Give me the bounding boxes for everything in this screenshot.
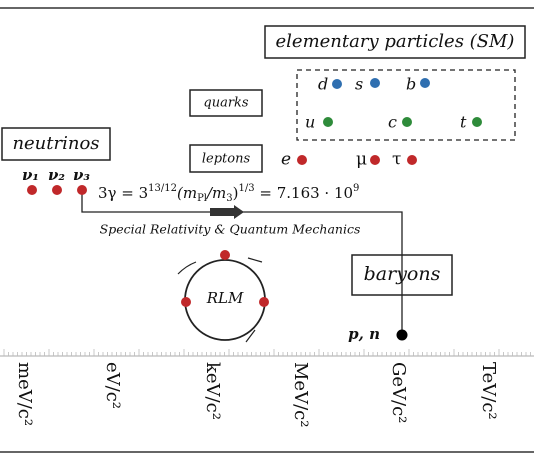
scale-label: eV/c² — [102, 362, 123, 409]
quark-dot — [332, 79, 342, 89]
eq-part: 13/12 — [148, 183, 177, 194]
neutrino-dot — [52, 185, 62, 195]
lepton-symbol: τ — [392, 150, 401, 170]
quark-dot — [323, 117, 333, 127]
quark-symbol: c — [388, 113, 397, 132]
eq-part: 3 — [226, 193, 232, 204]
eq-part: = 7.163 · 10 — [255, 184, 353, 202]
eq-part: Pl — [197, 193, 207, 204]
lepton-dot — [407, 155, 417, 165]
theory-label: Special Relativity & Quantum Mechanics — [100, 222, 361, 237]
scale-label: TeV/c² — [478, 362, 499, 420]
quark-group: d s b u c t — [305, 75, 482, 132]
lepton-symbol: e — [281, 150, 291, 170]
scale-label: GeV/c² — [388, 362, 409, 423]
quarks-box — [189, 89, 263, 117]
cycle-dot — [181, 297, 191, 307]
quark-dot — [420, 78, 430, 88]
eq-part: 1/3 — [239, 183, 255, 194]
scale-labels: meV/c² eV/c² keV/c² MeV/c² GeV/c² TeV/c² — [14, 362, 499, 427]
neutrinos-box — [1, 127, 111, 161]
quark-dot — [370, 78, 380, 88]
cycle-dot — [259, 297, 269, 307]
equation: 3γ = 313/12(mPl/m3)1/3 = 7.163 · 109 — [98, 183, 359, 204]
arrow — [210, 205, 244, 219]
leptons-label: leptons — [202, 152, 251, 167]
quark-dot — [402, 117, 412, 127]
leptons-box — [189, 144, 263, 173]
eq-part: ) — [233, 184, 239, 202]
sm-box — [296, 69, 516, 141]
scale-label: MeV/c² — [290, 362, 311, 427]
title: elementary particles (SM) — [276, 31, 515, 52]
ruler-ticks — [3, 349, 531, 356]
lepton-symbol: μ — [356, 150, 367, 170]
neutrino-dot — [27, 185, 37, 195]
lepton-dot — [370, 155, 380, 165]
title-box — [264, 25, 526, 59]
quark-symbol: s — [355, 75, 363, 94]
quark-symbol: t — [460, 113, 467, 132]
scale-label: keV/c² — [202, 362, 223, 420]
scale-label: meV/c² — [14, 362, 35, 426]
eq-part: (m — [177, 184, 197, 202]
neutrino-symbol: ν₁ — [22, 166, 39, 184]
lepton-dot — [297, 155, 307, 165]
eq-part: 9 — [353, 183, 359, 194]
cycle-label: RLM — [206, 289, 244, 307]
quark-symbol: b — [406, 75, 416, 94]
neutrinos-label: neutrinos — [12, 133, 99, 154]
quark-symbol: u — [305, 113, 315, 132]
neutrino-dot — [77, 185, 87, 195]
cycle-arrows — [177, 257, 263, 343]
cycle-dot — [220, 250, 230, 260]
eq-part: 3γ = 3 — [98, 184, 148, 202]
quark-dot — [472, 117, 482, 127]
baryon-symbol: p, n — [348, 325, 380, 343]
quark-symbol: d — [318, 75, 328, 94]
eq-part: /m — [205, 184, 226, 202]
baryon-dot — [396, 329, 408, 341]
quarks-label: quarks — [203, 96, 249, 111]
neutrino-symbol: ν₂ — [48, 166, 65, 184]
neutrino-symbol: ν₃ — [73, 166, 90, 184]
